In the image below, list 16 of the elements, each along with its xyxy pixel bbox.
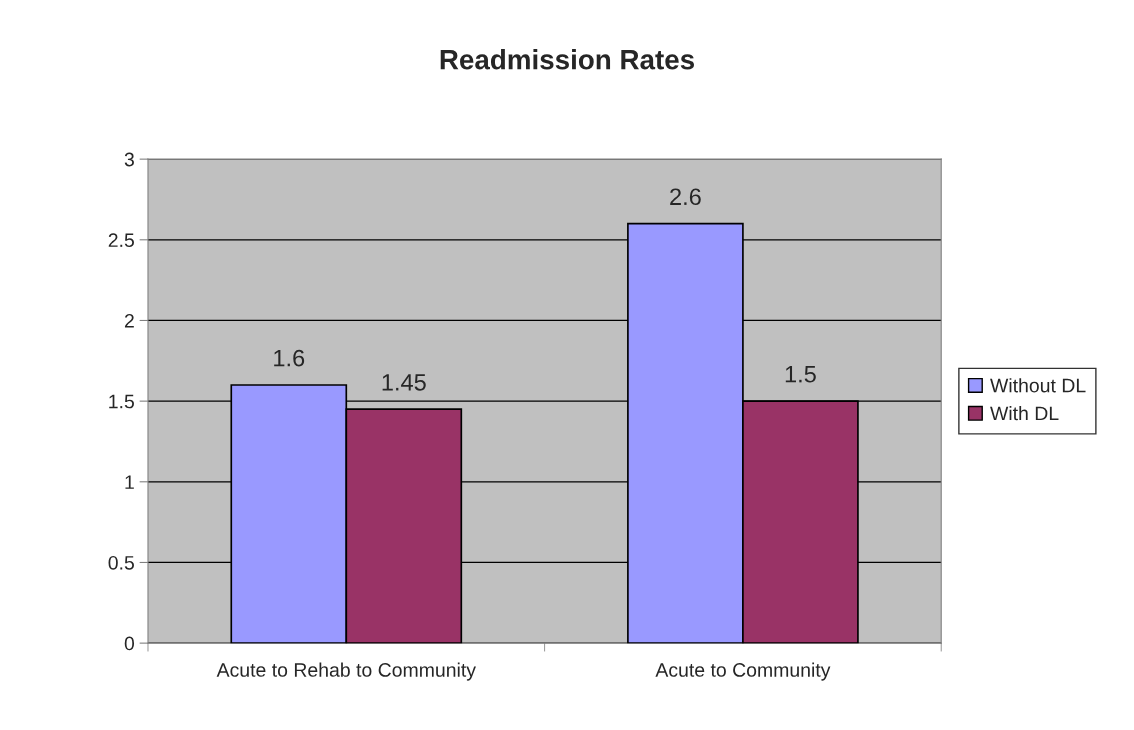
legend-label: Without DL [990,378,1086,393]
data-label: 1.5 [785,366,816,383]
y-tick-label: 1.5 [109,394,134,409]
data-label: 1.6 [274,349,305,367]
legend-label: With DL [990,406,1059,421]
x-tick-label: Acute to Community [655,662,831,681]
y-tick-label: 3 [124,152,134,167]
y-tick-label: 2.5 [108,233,134,248]
y-tick-label: 2 [124,313,134,328]
y-tick-label: 0 [124,636,135,651]
y-tick-label: 0.5 [108,555,134,570]
x-tick-label: Acute to Rehab to Community [216,662,476,681]
data-label: 1.45 [382,374,426,391]
y-tick-label: 1 [125,475,134,489]
data-label: 2.6 [670,188,701,206]
chart-title: Readmission Rates [440,49,694,70]
